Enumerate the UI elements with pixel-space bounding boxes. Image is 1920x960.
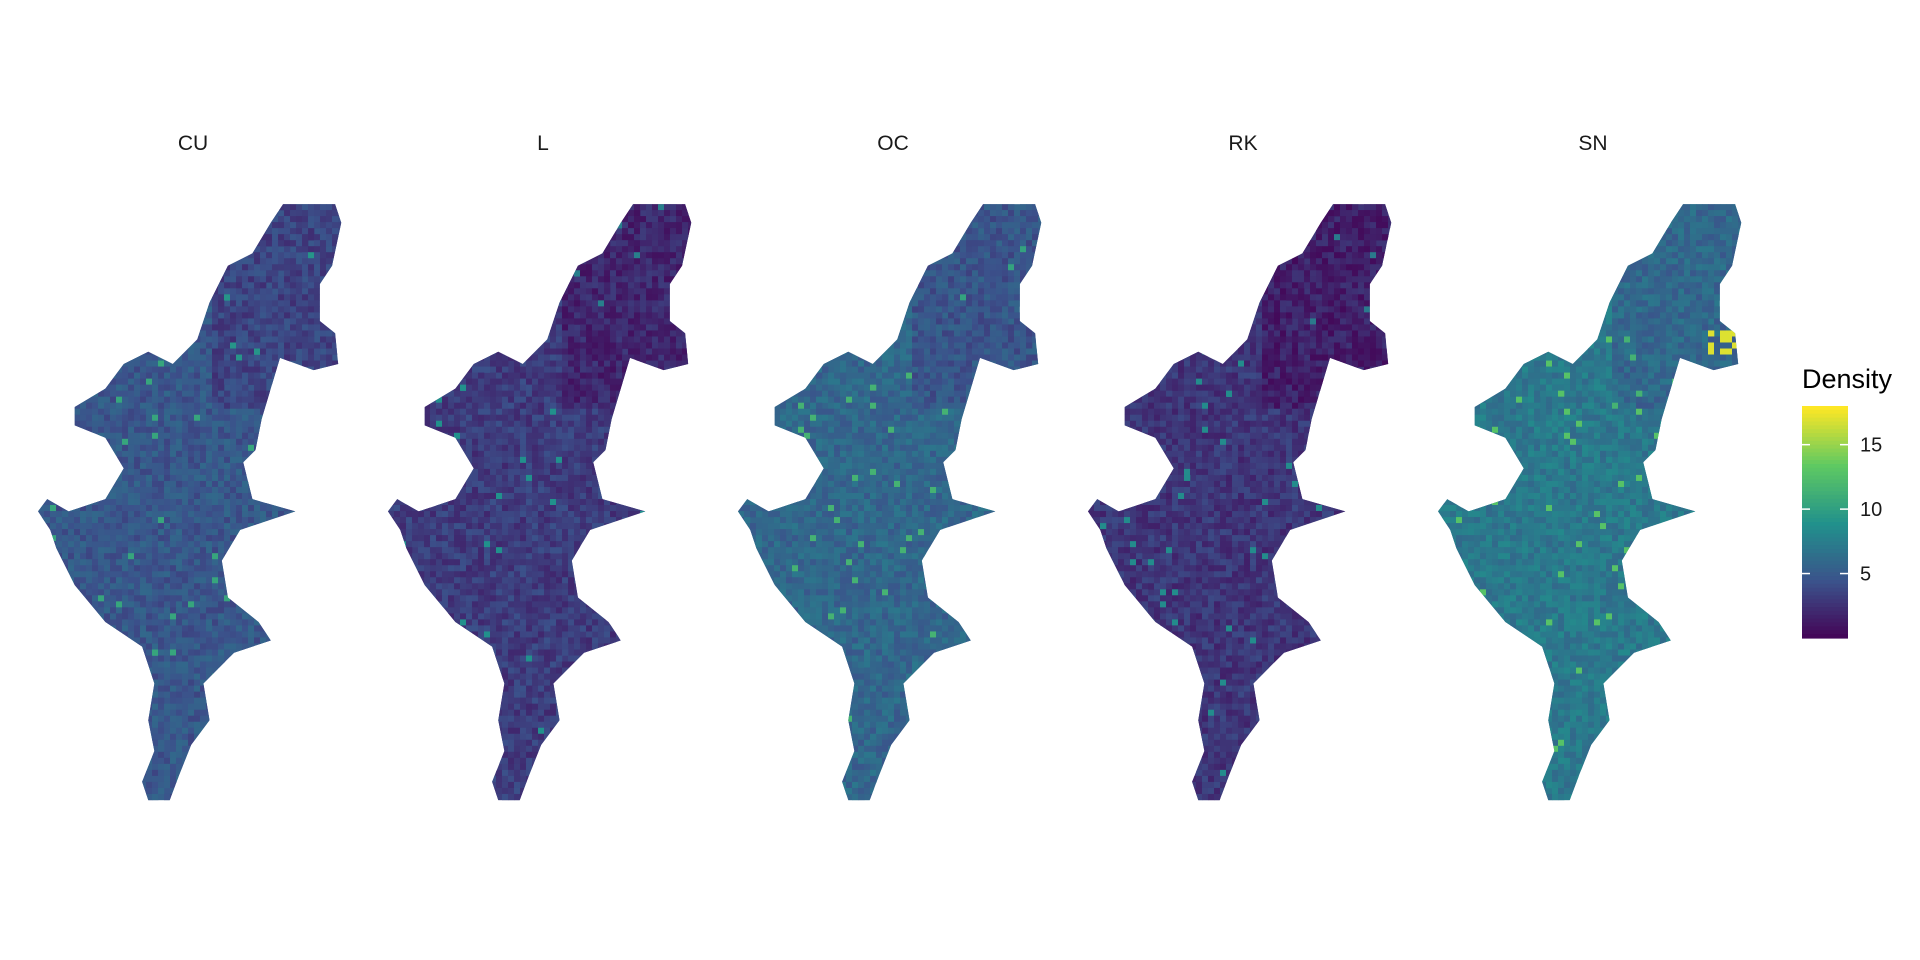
legend-color-step <box>1802 440 1848 446</box>
legend-color-step <box>1802 417 1848 423</box>
facet-panels: CU L OC RK SN <box>38 132 1742 801</box>
legend-color-step <box>1802 444 1848 450</box>
legend-color-step <box>1802 487 1848 492</box>
legend-color-step <box>1802 429 1848 434</box>
legend-color-step <box>1802 456 1848 461</box>
legend-color-step <box>1802 522 1848 527</box>
density-grid <box>388 204 692 801</box>
legend-color-step <box>1802 552 1848 558</box>
legend-tick-label: 5 <box>1860 564 1871 586</box>
facet-panel-rk: RK <box>1088 132 1392 801</box>
legend-color-step <box>1802 630 1848 635</box>
legend-color-step <box>1802 610 1848 616</box>
legend-color-step <box>1802 514 1848 519</box>
legend-color-step <box>1802 634 1848 639</box>
legend-color-step <box>1802 525 1848 531</box>
legend-color-step <box>1802 471 1848 477</box>
legend-color-step <box>1802 464 1848 469</box>
legend-tick-label: 10 <box>1860 499 1882 521</box>
legend-color-step <box>1802 580 1848 585</box>
legend-color-step <box>1802 433 1848 438</box>
legend-color-step <box>1802 498 1848 504</box>
legend-color-step <box>1802 572 1848 577</box>
density-grid <box>738 204 1042 801</box>
legend-color-step <box>1802 502 1848 508</box>
legend-color-step <box>1802 568 1848 573</box>
legend-color-step <box>1802 595 1848 600</box>
legend-color-step <box>1802 409 1848 415</box>
facet-title: OC <box>877 132 909 155</box>
density-grid <box>1438 204 1742 801</box>
legend-color-step <box>1802 448 1848 453</box>
facet-title: RK <box>1228 132 1257 155</box>
density-grid <box>38 204 342 801</box>
legend-color-step <box>1802 494 1848 500</box>
density-grid <box>1088 204 1392 801</box>
legend-color-step <box>1802 533 1848 539</box>
legend-color-step <box>1802 587 1848 593</box>
legend-color-step <box>1802 406 1848 411</box>
legend-color-step <box>1802 491 1848 496</box>
legend-color-step <box>1802 460 1848 465</box>
legend-color-step <box>1802 576 1848 581</box>
legend-color-step <box>1802 537 1848 542</box>
facet-title: SN <box>1578 132 1607 155</box>
legend-color-step <box>1802 607 1848 612</box>
legend-color-step <box>1802 560 1848 566</box>
legend-color-step <box>1802 626 1848 631</box>
facet-title: L <box>537 132 549 155</box>
legend-color-step <box>1802 452 1848 457</box>
legend-color-step <box>1802 479 1848 484</box>
facet-title: CU <box>178 132 208 155</box>
legend-color-step <box>1802 475 1848 481</box>
legend-color-step <box>1802 541 1848 546</box>
legend-color-step <box>1802 518 1848 523</box>
legend-color-step <box>1802 603 1848 608</box>
legend-color-step <box>1802 591 1848 597</box>
legend-color-step <box>1802 421 1848 426</box>
facet-panel-oc: OC <box>738 132 1042 801</box>
legend-color-step <box>1802 483 1848 488</box>
density-legend: Density 5 10 15 <box>1802 364 1893 639</box>
legend-tick-label: 15 <box>1860 435 1882 457</box>
legend-color-step <box>1802 467 1848 473</box>
legend-color-step <box>1802 529 1848 535</box>
legend-color-step <box>1802 622 1848 627</box>
legend-color-step <box>1802 564 1848 569</box>
legend-color-step <box>1802 436 1848 442</box>
facet-panel-cu: CU <box>38 132 342 801</box>
legend-color-step <box>1802 506 1848 511</box>
legend-color-step <box>1802 549 1848 554</box>
legend-color-step <box>1802 556 1848 562</box>
legend-title: Density <box>1802 364 1893 394</box>
legend-color-step <box>1802 425 1848 430</box>
facet-panel-sn: SN <box>1438 132 1742 801</box>
legend-color-step <box>1802 413 1848 419</box>
legend-color-step <box>1802 599 1848 604</box>
legend-color-step <box>1802 618 1848 624</box>
legend-color-step <box>1802 614 1848 620</box>
legend-color-step <box>1802 510 1848 515</box>
legend-color-step <box>1802 583 1848 589</box>
legend-color-step <box>1802 545 1848 550</box>
facet-panel-l: L <box>388 132 692 801</box>
